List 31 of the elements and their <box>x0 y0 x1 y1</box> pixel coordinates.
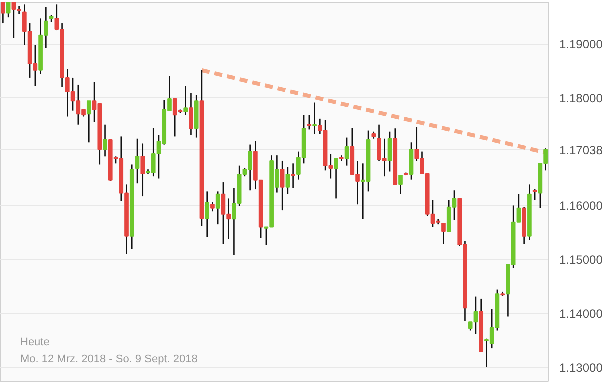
candlestick <box>1 2 6 24</box>
candlestick <box>6 2 11 18</box>
candlestick <box>189 92 194 136</box>
candlestick <box>210 202 215 212</box>
candlestick <box>103 124 108 158</box>
candlestick <box>388 131 392 172</box>
candlestick <box>216 191 220 226</box>
candlestick <box>307 114 312 130</box>
candlestick <box>312 102 317 135</box>
candlestick <box>334 158 338 200</box>
candlestick <box>286 166 290 196</box>
candlestick <box>280 160 285 212</box>
annotation: Heute <box>20 336 50 348</box>
y-tick-label: 1.15000 <box>560 253 604 268</box>
candlestick <box>344 137 350 166</box>
candlestick <box>205 191 210 238</box>
candlestick <box>184 85 188 116</box>
candlestick <box>86 100 92 144</box>
y-tick-label: 1.16000 <box>560 199 604 214</box>
annotation: Mo. 12 Mrz. 2018 - So. 9 Sept. 2018 <box>20 354 198 366</box>
y-tick-label: 1.19000 <box>560 38 604 52</box>
candlestick <box>532 188 538 201</box>
candlestick <box>398 174 403 196</box>
y-tick-label: 1.18000 <box>560 91 604 106</box>
candlestick <box>140 143 146 198</box>
y-tick-label: 1.14000 <box>560 307 604 322</box>
y-tick-label: 1.17038 <box>560 143 604 158</box>
candlestick <box>135 138 140 184</box>
candlestick <box>291 163 296 190</box>
y-tick-label: 1.13000 <box>560 360 604 375</box>
candlestick <box>442 222 446 246</box>
